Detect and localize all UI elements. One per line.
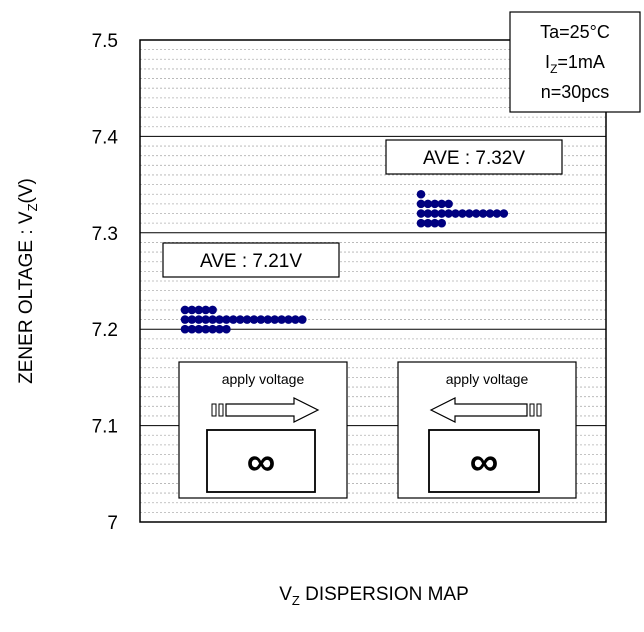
y-tick-label: 7.5 xyxy=(92,31,118,52)
plot-frame xyxy=(139,39,607,523)
data-point xyxy=(416,189,426,199)
conditions-box: Ta=25°C IZ=1mA n=30pcs xyxy=(509,11,641,113)
apply-diagram-right: apply voltage ∞ xyxy=(397,361,577,499)
average-value-left: AVE : 7.21V xyxy=(200,251,302,272)
data-point xyxy=(437,209,447,218)
average-label-right: AVE : 7.32V xyxy=(385,139,563,175)
data-point xyxy=(222,315,231,324)
data-point xyxy=(423,199,433,209)
apply-diagram-left: apply voltage ∞ xyxy=(178,361,348,499)
y-tick-label: 7.3 xyxy=(92,224,118,245)
apply-voltage-label-right: apply voltage xyxy=(446,371,529,387)
device-box-right xyxy=(428,429,540,493)
data-points xyxy=(180,189,509,334)
condition-sample-count: n=30pcs xyxy=(541,82,610,102)
data-point xyxy=(298,315,307,324)
y-tick-label: 7.2 xyxy=(92,320,118,341)
device-box-left xyxy=(206,429,316,493)
data-point xyxy=(180,305,190,315)
data-point xyxy=(180,315,190,324)
data-point xyxy=(416,218,426,228)
data-point xyxy=(263,315,273,324)
data-point xyxy=(208,324,217,334)
data-point xyxy=(291,315,300,324)
average-label-left-frame xyxy=(162,242,340,278)
y-tick-label: 7 xyxy=(107,513,118,534)
data-point xyxy=(180,324,190,334)
data-point xyxy=(492,209,502,218)
condition-temperature: Ta=25°C xyxy=(540,22,610,42)
data-point xyxy=(201,324,210,334)
data-point xyxy=(437,199,447,209)
data-point xyxy=(471,209,481,218)
data-point xyxy=(194,324,204,334)
data-point xyxy=(444,209,453,218)
data-point xyxy=(430,199,440,209)
data-point xyxy=(187,315,197,324)
condition-current: IZ=1mA xyxy=(545,52,605,76)
data-point xyxy=(201,315,210,324)
data-point xyxy=(194,315,204,324)
data-point xyxy=(229,315,238,324)
data-point xyxy=(423,218,433,228)
data-point xyxy=(208,315,217,324)
data-point xyxy=(430,218,440,228)
data-point xyxy=(499,209,509,218)
data-point xyxy=(270,315,280,324)
data-point xyxy=(458,209,467,218)
data-point xyxy=(416,209,426,218)
data-point xyxy=(194,305,204,315)
data-point xyxy=(485,209,495,218)
data-point xyxy=(235,315,245,324)
data-point xyxy=(208,305,217,315)
data-point xyxy=(201,305,210,315)
data-point xyxy=(478,209,488,218)
average-label-right-frame xyxy=(385,139,563,175)
arrow-right-icon xyxy=(211,397,320,423)
data-point xyxy=(451,209,460,218)
data-point xyxy=(215,315,224,324)
infinity-icon: ∞ xyxy=(247,440,276,484)
data-point xyxy=(215,324,224,334)
data-point xyxy=(423,209,433,218)
data-point xyxy=(256,315,266,324)
y-tick-label: 7.1 xyxy=(92,417,118,438)
data-point xyxy=(277,315,286,324)
infinity-icon: ∞ xyxy=(470,440,499,484)
apply-voltage-label-left: apply voltage xyxy=(222,371,305,387)
data-point xyxy=(444,199,453,209)
data-point xyxy=(416,199,426,209)
x-axis-label: VZ DISPERSION MAP xyxy=(279,584,469,608)
data-point xyxy=(465,209,474,218)
y-tick-label: 7.4 xyxy=(92,127,119,148)
data-point xyxy=(249,315,259,324)
data-point xyxy=(284,315,293,324)
data-point xyxy=(242,315,252,324)
average-value-right: AVE : 7.32V xyxy=(423,148,525,169)
conditions-frame xyxy=(509,11,641,113)
y-tick-labels: 7.5 7.4 7.3 7.2 7.1 7 xyxy=(92,31,119,534)
data-point xyxy=(187,324,197,334)
y-axis-label: ZENER OLTAGE : VZ(V) xyxy=(16,178,40,384)
data-point xyxy=(437,218,447,228)
average-label-left: AVE : 7.21V xyxy=(162,242,340,278)
data-point xyxy=(187,305,197,315)
data-point xyxy=(222,324,231,334)
arrow-left-icon xyxy=(429,397,542,423)
data-point xyxy=(430,209,440,218)
